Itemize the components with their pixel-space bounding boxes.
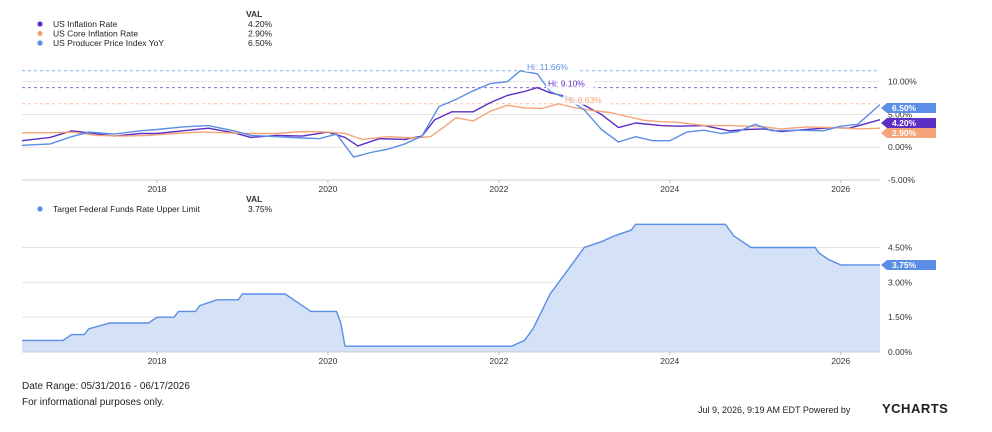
end-value-label: 6.50% xyxy=(892,103,917,113)
legend-label: US Inflation Rate xyxy=(53,19,118,29)
x-tick-label: 2020 xyxy=(318,356,337,366)
end-value-tag xyxy=(881,259,936,270)
series-line xyxy=(22,223,880,347)
legend-label: US Core Inflation Rate xyxy=(53,29,138,39)
series-line xyxy=(22,103,881,141)
x-tick-label: 2024 xyxy=(660,184,679,194)
legend-value: 3.75% xyxy=(248,204,273,214)
annotation-bg xyxy=(546,78,595,89)
legend-value: 6.50% xyxy=(248,38,273,48)
end-value-label: 3.75% xyxy=(892,260,917,270)
legend-marker xyxy=(37,40,43,46)
y-tick-label: 4.50% xyxy=(888,243,913,253)
y-tick-label: 3.00% xyxy=(888,277,913,287)
x-tick-label: 2022 xyxy=(489,184,508,194)
x-tick-label: 2024 xyxy=(660,356,679,366)
x-tick-label: 2018 xyxy=(148,184,167,194)
annotation-bg xyxy=(563,94,612,105)
x-tick-label: 2026 xyxy=(831,184,850,194)
timestamp: Jul 9, 2026, 9:19 AM EDT Powered by xyxy=(698,405,851,415)
series-line xyxy=(21,70,881,158)
y-tick-label: -5.00% xyxy=(888,175,915,185)
legend-label: Target Federal Funds Rate Upper Limit xyxy=(53,204,201,214)
legend-val-header: VAL xyxy=(246,194,262,204)
end-value-tag xyxy=(881,103,936,113)
legend-value: 2.90% xyxy=(248,29,273,39)
y-tick-label: 5.00% xyxy=(888,109,913,119)
area-fill xyxy=(22,224,880,352)
annotation-label: Hi: 9.10% xyxy=(548,79,585,89)
y-tick-label: 1.50% xyxy=(888,312,913,322)
x-tick-label: 2026 xyxy=(831,356,850,366)
disclaimer: For informational purposes only. xyxy=(22,397,165,408)
legend-label: US Producer Price Index YoY xyxy=(53,38,164,48)
end-value-tag xyxy=(881,128,936,138)
annotation-bg xyxy=(525,61,578,72)
y-tick-label: 10.00% xyxy=(888,77,917,87)
end-value-label: 2.90% xyxy=(892,128,917,138)
series-line xyxy=(21,86,881,147)
legend-val-header: VAL xyxy=(246,9,262,19)
legend-marker xyxy=(37,30,43,37)
y-tick-label: 0.00% xyxy=(888,347,913,357)
x-tick-label: 2022 xyxy=(489,356,508,366)
date-range: Date Range: 05/31/2016 - 06/17/2026 xyxy=(22,381,190,392)
x-tick-label: 2018 xyxy=(148,356,167,366)
end-value-label: 4.20% xyxy=(892,118,917,128)
x-tick-label: 2020 xyxy=(318,184,337,194)
legend-marker xyxy=(37,206,43,212)
end-value-tag xyxy=(881,118,936,128)
legend-value: 4.20% xyxy=(248,19,273,29)
annotation-label: Hi: 11.66% xyxy=(527,62,568,72)
y-tick-label: 0.00% xyxy=(888,142,913,152)
annotation-label: Hi: 6.63% xyxy=(565,95,602,105)
legend-marker xyxy=(37,21,43,27)
ycharts-logo: YCHARTS xyxy=(882,401,949,416)
